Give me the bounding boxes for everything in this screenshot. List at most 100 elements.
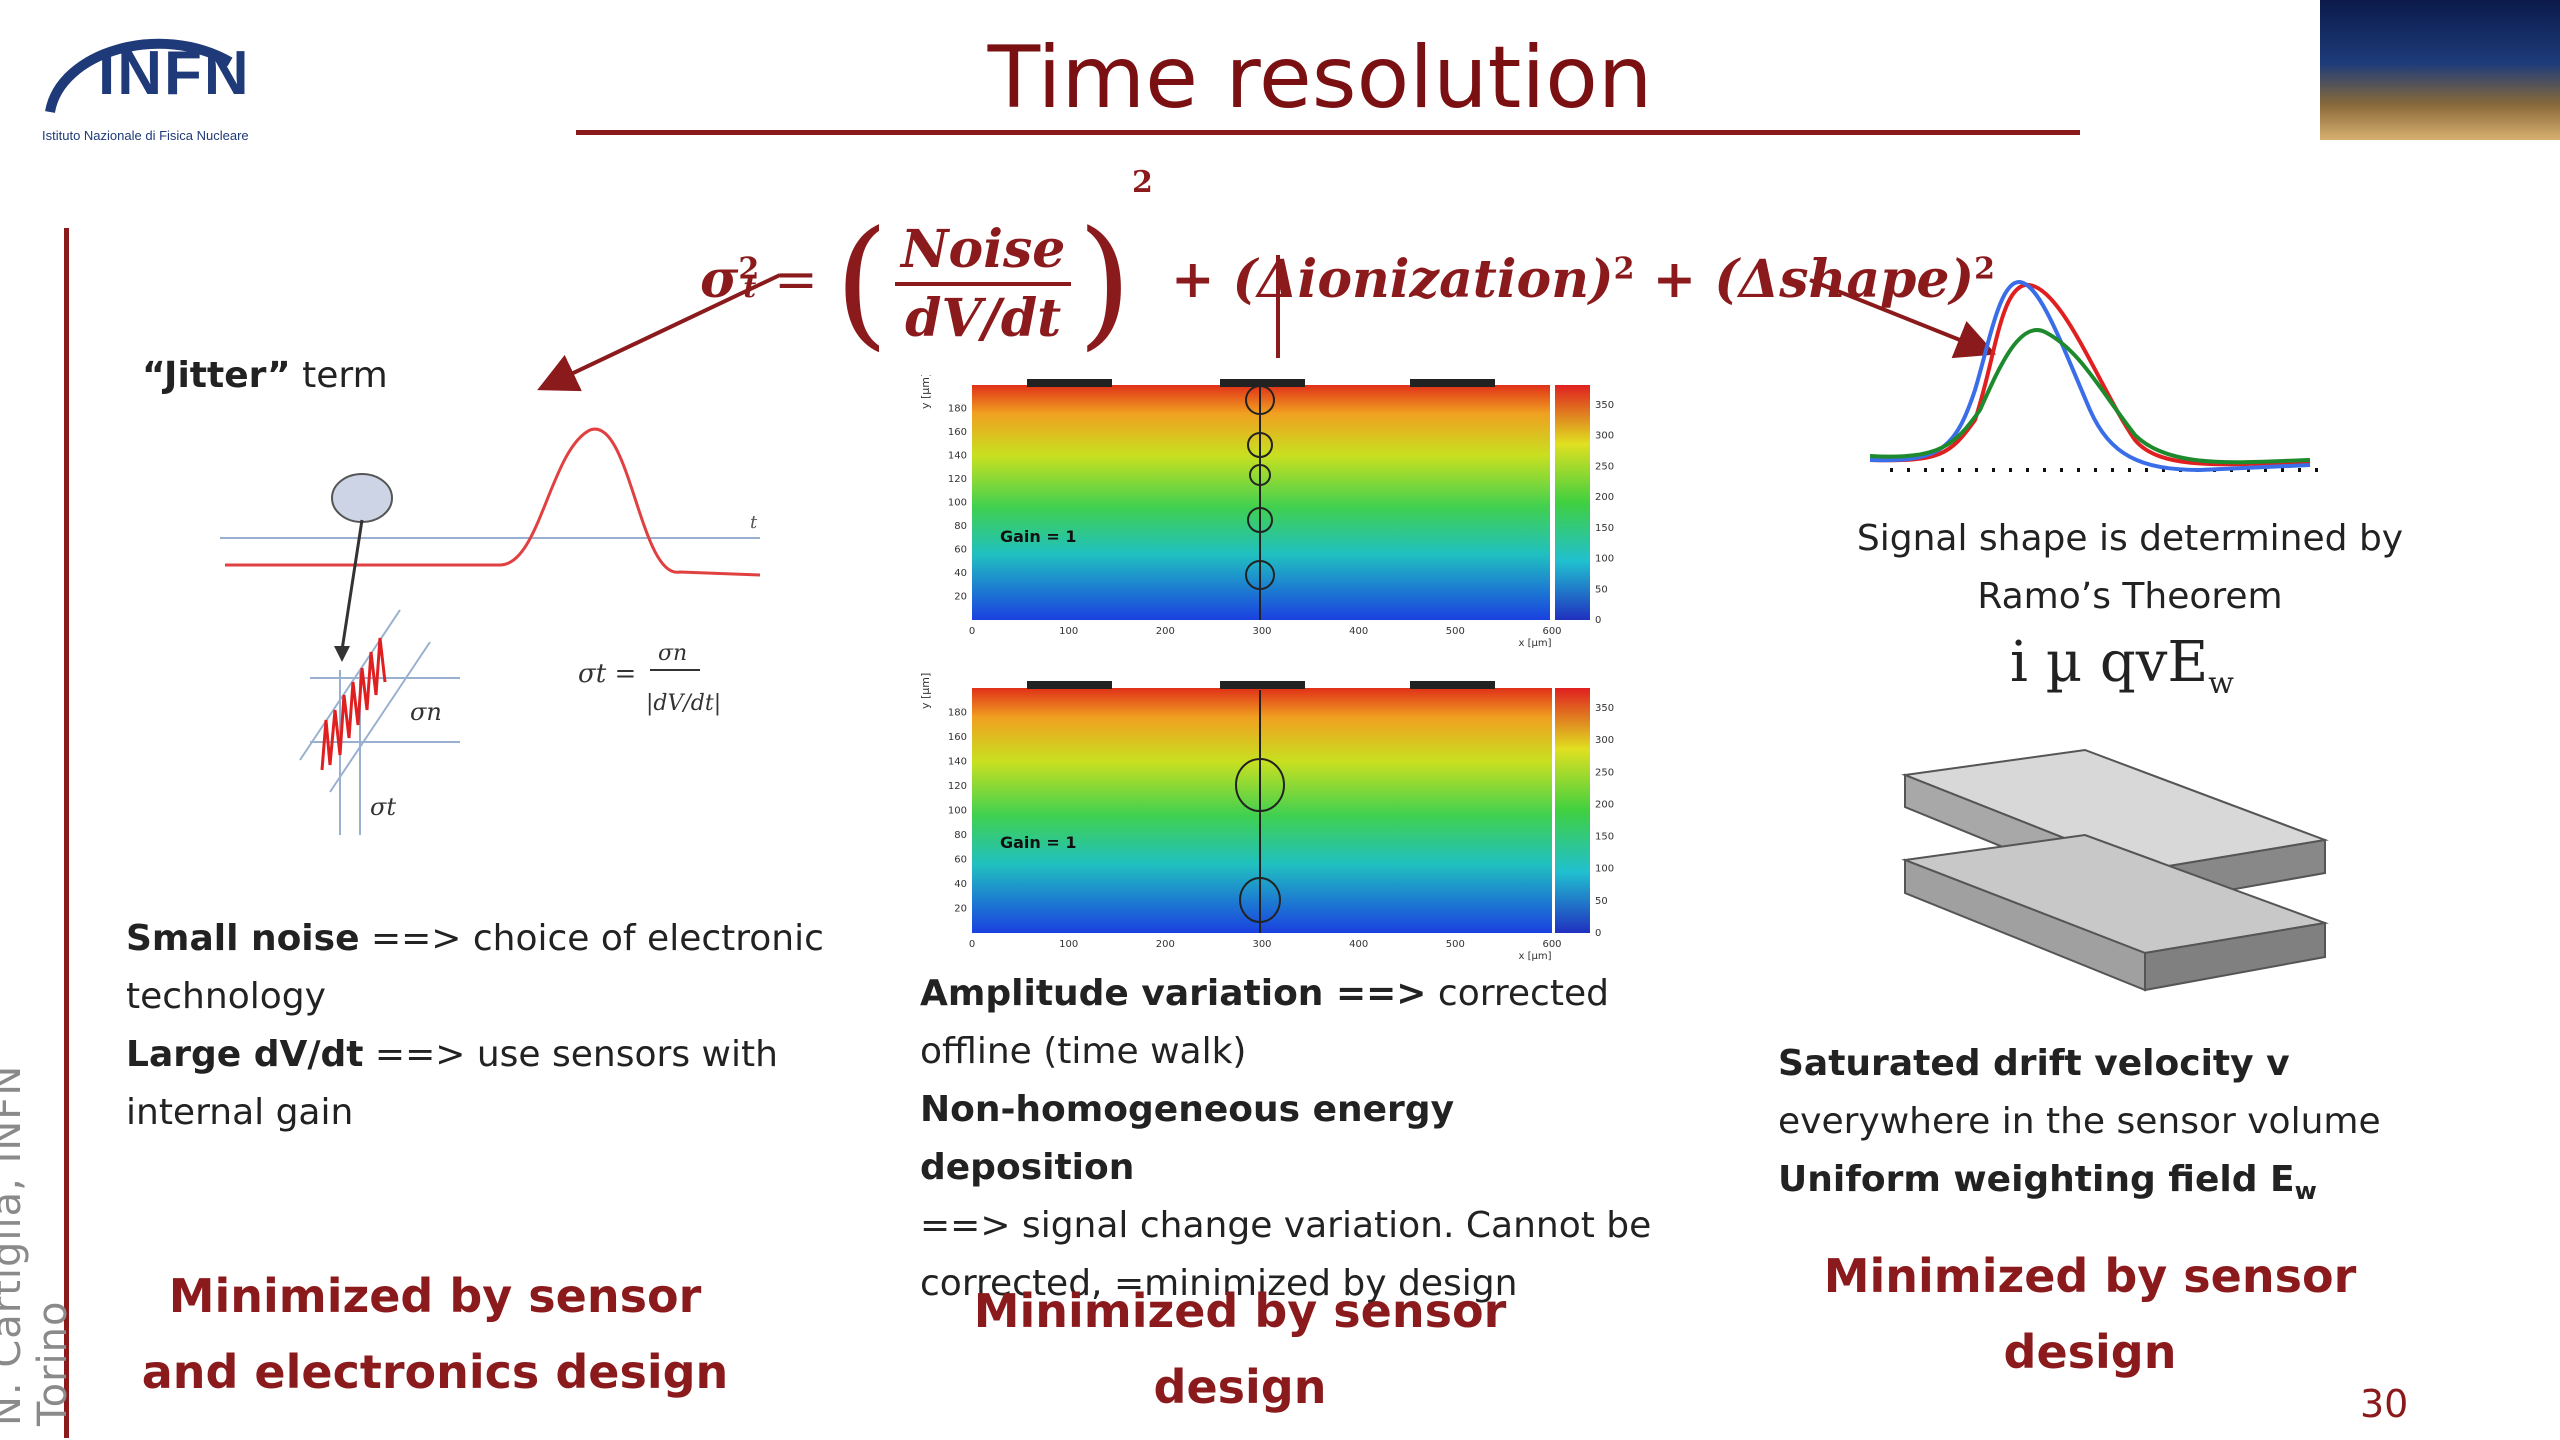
infn-logo-swoosh [45,38,233,114]
colorbar-tick-label: 350 [1595,703,1614,714]
colorbar-tick-label: 250 [1595,767,1614,778]
formula-fraction: Noise dV/dt [895,219,1072,349]
x-tick-label: 400 [1349,939,1368,950]
center-line-2-bold: Non-homogeneous energy deposition [920,1089,1455,1188]
x-tick-label: 300 [1252,626,1271,637]
x-tick-label: 600 [1542,626,1561,637]
x-tick-label: 500 [1446,626,1465,637]
signal-shape-curves [1869,280,2330,473]
colorbar-tick-label: 300 [1595,735,1614,746]
jitter-eq-den: |dV/dt| [646,691,721,716]
colorbar-tick-label: 50 [1595,584,1608,595]
formula-denominator: dV/dt [905,287,1062,349]
right-line-1-rest: everywhere in the sensor volume [1778,1101,2381,1142]
center-line-1: Amplitude variation ==> corrected offlin… [920,973,1609,1072]
x-tick-label: 100 [1059,626,1078,637]
infn-logo: INFN [98,39,251,108]
x-tick-label: 200 [1156,939,1175,950]
y-tick-label: 160 [948,427,967,438]
sensor-plates-illustration [1901,748,2329,992]
side-bar [64,228,69,1438]
plot-top: Gain = 1 y [μm] [919,375,1590,620]
colorbar-tick-label: 150 [1595,832,1614,843]
page-number: 30 [2360,1382,2409,1426]
y-tick-label: 140 [948,757,967,768]
colorbar-tick-label: 300 [1595,431,1614,442]
left-line-2: Large dV/dt ==> use sensors with interna… [126,1034,778,1133]
x-axis-label: x [μm] [1518,951,1551,962]
title-underline [576,130,2080,135]
y-tick-label: 20 [954,592,967,603]
y-tick-label: 60 [954,545,967,556]
left-line-1: Small noise ==> choice of electronic tec… [126,918,824,1017]
sigma-n-label: σn [410,698,442,726]
ramo-text: Signal shape is determined by Ramo’s The… [1856,518,2404,617]
y-tick-label: 100 [948,498,967,509]
colorbar-tick-label: 0 [1595,615,1601,626]
jitter-t-label: t [750,512,758,533]
jitter-label: “Jitter” term [142,355,388,396]
colorbar-tick-label: 100 [1595,554,1614,565]
colorbar-tick-label: 100 [1595,864,1614,875]
header-photo [2320,0,2560,140]
center-line-2-rest: ==> signal change variation. Cannot be c… [920,1205,1652,1304]
right-line-1: Saturated drift velocity v [1778,1043,2290,1084]
x-tick-label: 400 [1349,626,1368,637]
plot-top-ylabel: y [μm] [919,375,932,409]
plot-bottom-gain: Gain = 1 [1000,833,1076,852]
left-body: Small noise ==> choice of electronic tec… [126,910,826,1142]
x-tick-label: 300 [1252,939,1271,950]
plot-top-gain: Gain = 1 [1000,527,1076,546]
jitter-diagram: t σn σt σt = σn |dV/dt| [220,427,761,835]
formula-sq-1: 2 [1131,165,1153,200]
colorbar-tick-label: 250 [1595,461,1614,472]
plot-bottom: Gain = 1 y [μm] [919,673,1590,933]
colorbar-tick-label: 150 [1595,523,1614,534]
y-tick-label: 60 [954,855,967,866]
y-tick-label: 80 [954,830,967,841]
jitter-eq-num: σn [658,641,687,666]
y-tick-label: 20 [954,904,967,915]
arrow-to-shape [1809,278,1997,359]
right-line-2: Uniform weighting field Ew [1778,1159,2317,1206]
y-tick-label: 120 [948,474,967,485]
simulation-plots: Gain = 1 y [μm] Gain = 1 y [μm] 20 40 60 80… [919,375,1614,962]
formula-lhs-sup: 2 [738,251,760,287]
y-tick-label: 160 [948,732,967,743]
colorbar-tick-label: 0 [1595,928,1601,939]
x-tick-label: 0 [969,626,975,637]
right-heading: Minimized by sensor design [1823,1249,2357,1379]
center-heading: Minimized by sensor design [973,1284,1507,1414]
sigma-t-label: σt [370,793,396,821]
infn-logo-subtitle: Istituto Nazionale di Fisica Nucleare [42,128,249,143]
y-tick-label: 40 [954,879,967,890]
y-tick-label: 120 [948,781,967,792]
y-tick-label: 80 [954,521,967,532]
y-tick-label: 40 [954,568,967,579]
x-tick-label: 600 [1542,939,1561,950]
colorbar-tick-label: 200 [1595,492,1614,503]
x-tick-label: 100 [1059,939,1078,950]
formula-ionization-term: + (Δionization) [1170,249,1614,310]
left-heading: Minimized by sensor and electronics desi… [141,1269,729,1399]
y-tick-label: 140 [948,451,967,462]
jitter-eq-lhs: σt = [578,659,636,689]
plot-bottom-ylabel: y [μm] [919,673,932,709]
slide-title: Time resolution [987,28,1653,128]
colorbar-tick-label: 200 [1595,799,1614,810]
formula-numerator: Noise [895,219,1072,286]
x-tick-label: 0 [969,939,975,950]
colorbar-tick-label: 350 [1595,400,1614,411]
center-body: Amplitude variation ==> corrected offlin… [920,965,1680,1313]
arrow-to-jitter [537,273,781,392]
y-tick-label: 180 [948,404,967,415]
x-axis-label: x [μm] [1518,638,1551,649]
x-tick-label: 500 [1446,939,1465,950]
colorbar-tick-label: 50 [1595,896,1608,907]
y-tick-label: 100 [948,806,967,817]
y-tick-label: 180 [948,708,967,719]
right-body: Saturated drift velocity v everywhere in… [1778,1035,2438,1220]
